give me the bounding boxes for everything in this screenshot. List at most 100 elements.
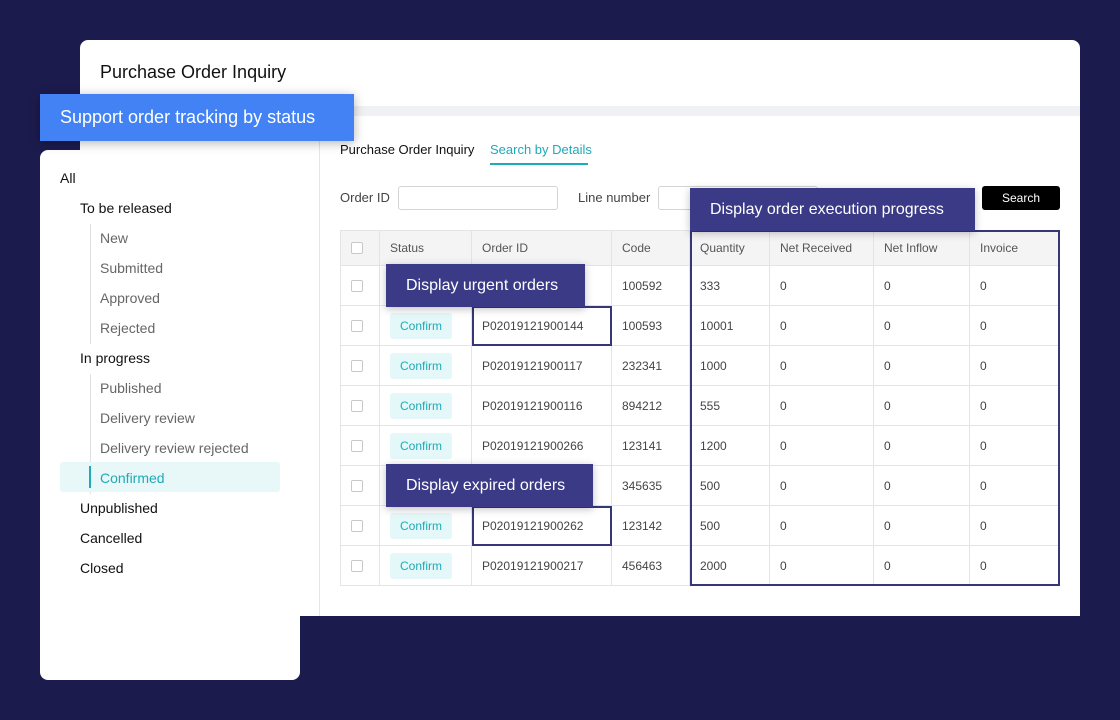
status-badge[interactable]: Confirm <box>390 392 453 419</box>
table-cell <box>340 546 380 586</box>
tree-child[interactable]: Published <box>100 380 162 396</box>
column-header: Net Received <box>770 230 874 266</box>
tree-child[interactable]: Approved <box>100 290 160 306</box>
tree-node[interactable]: Closed <box>80 560 124 576</box>
checkbox[interactable] <box>351 439 363 452</box>
table-cell <box>340 386 380 426</box>
callout: Display urgent orders <box>386 264 585 307</box>
checkbox[interactable] <box>351 319 363 332</box>
table-cell: 0 <box>874 346 970 386</box>
filter-label: Line number <box>578 190 651 205</box>
table-cell: Confirm <box>380 506 472 546</box>
table-cell: 0 <box>770 386 874 426</box>
tab[interactable]: Purchase Order Inquiry <box>340 142 475 157</box>
highlight-box <box>472 506 612 546</box>
table-cell: 123142 <box>612 506 690 546</box>
column-header: Quantity <box>690 230 770 266</box>
table-cell: P02019121900217 <box>472 546 612 586</box>
table-cell: 123141 <box>612 426 690 466</box>
table-cell <box>340 506 380 546</box>
table-cell: 0 <box>770 506 874 546</box>
selected-row <box>60 462 280 492</box>
tree-child[interactable]: Delivery review <box>100 410 195 426</box>
tree-child[interactable]: New <box>100 230 129 246</box>
table-cell: 100592 <box>612 266 690 306</box>
highlight-box <box>690 230 1060 586</box>
tree-child[interactable]: Submitted <box>100 260 164 276</box>
status-badge[interactable]: Confirm <box>390 352 453 379</box>
tree-node[interactable]: To be released <box>80 200 172 216</box>
table-cell: Confirm <box>380 346 472 386</box>
highlight-box <box>472 306 612 346</box>
table-cell <box>340 426 380 466</box>
callout: Support order tracking by status <box>40 94 354 141</box>
table-cell <box>340 230 380 266</box>
tree-root[interactable]: All <box>60 170 76 186</box>
table-cell: 0 <box>770 346 874 386</box>
callout: Display order execution progress <box>690 188 975 231</box>
callout: Display expired orders <box>386 464 593 507</box>
table-cell: 0 <box>874 306 970 346</box>
table-cell: 100593 <box>612 306 690 346</box>
table-cell: 0 <box>874 386 970 426</box>
status-badge[interactable]: Confirm <box>390 512 453 539</box>
table-cell: 0 <box>770 466 874 506</box>
table-cell: P02019121900116 <box>472 386 612 426</box>
tab-underline <box>490 163 588 165</box>
tree-line <box>90 374 91 494</box>
table-cell: 0 <box>874 426 970 466</box>
input[interactable] <box>398 186 558 210</box>
table-cell: 345635 <box>612 466 690 506</box>
tree-node[interactable]: Unpublished <box>80 500 158 516</box>
table-cell: Confirm <box>380 546 472 586</box>
table-cell: 0 <box>874 506 970 546</box>
table-cell: 1000 <box>690 346 770 386</box>
table-cell: 1200 <box>690 426 770 466</box>
status-badge[interactable]: Confirm <box>390 432 453 459</box>
tab-active[interactable]: Search by Details <box>490 142 592 157</box>
table-cell: 0 <box>770 426 874 466</box>
column-header: Code <box>612 230 690 266</box>
status-panel <box>40 150 300 680</box>
tree-node[interactable]: Cancelled <box>80 530 143 546</box>
checkbox[interactable] <box>351 359 363 372</box>
table-cell: P02019121900117 <box>472 346 612 386</box>
column-header: Status <box>380 230 472 266</box>
checkbox[interactable] <box>351 242 363 254</box>
table-cell: 555 <box>690 386 770 426</box>
table-cell <box>340 466 380 506</box>
table-cell <box>340 306 380 346</box>
tree-child[interactable]: Delivery review rejected <box>100 440 249 456</box>
table-cell: 456463 <box>612 546 690 586</box>
checkbox[interactable] <box>351 479 363 492</box>
tree-child[interactable]: Confirmed <box>100 470 165 486</box>
table-cell: 0 <box>770 266 874 306</box>
selected-bar <box>89 466 91 488</box>
table-cell: Confirm <box>380 386 472 426</box>
checkbox[interactable] <box>351 559 363 572</box>
table-cell: 10001 <box>690 306 770 346</box>
page-title: Purchase Order Inquiry <box>100 62 287 82</box>
checkbox[interactable] <box>351 279 363 292</box>
table-cell: 500 <box>690 506 770 546</box>
table-cell: 894212 <box>612 386 690 426</box>
tree-node[interactable]: In progress <box>80 350 151 366</box>
checkbox[interactable] <box>351 399 363 412</box>
filter-label: Order ID <box>340 190 390 205</box>
table-cell <box>340 346 380 386</box>
sidebar-area <box>80 116 320 616</box>
status-badge[interactable]: Confirm <box>390 312 453 339</box>
status-badge[interactable]: Confirm <box>390 552 453 579</box>
table-cell: 232341 <box>612 346 690 386</box>
tree-line <box>90 224 91 344</box>
checkbox[interactable] <box>351 519 363 532</box>
table-cell: 0 <box>874 466 970 506</box>
table-cell: P02019121900266 <box>472 426 612 466</box>
table-cell: 0 <box>874 266 970 306</box>
table-cell: Confirm <box>380 306 472 346</box>
search-button[interactable]: Search <box>982 186 1060 210</box>
table-cell: 333 <box>690 266 770 306</box>
tree-child[interactable]: Rejected <box>100 320 156 336</box>
table-cell <box>340 266 380 306</box>
